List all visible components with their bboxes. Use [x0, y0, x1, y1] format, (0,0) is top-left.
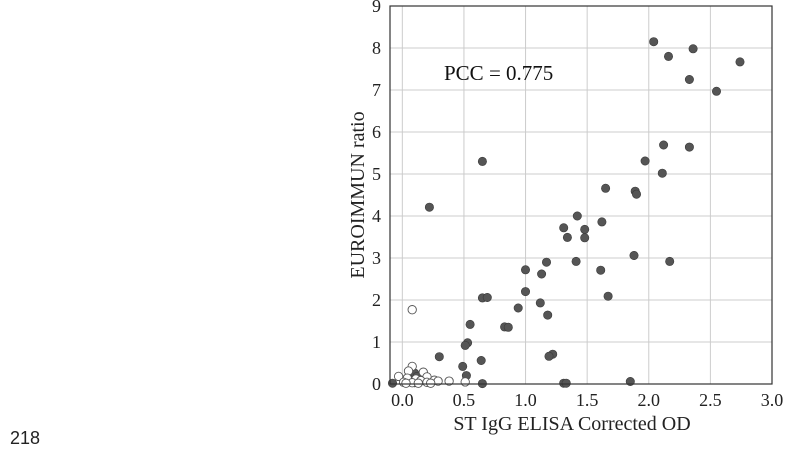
- filled-data-point: [649, 37, 659, 47]
- tick-labels: 0.0 0.5 1.0 1.5 2.0 2.5 3.0 0 1 2 3 4 5 6 7 8 9: [372, 0, 783, 410]
- filled-data-point: [601, 183, 611, 193]
- y-tick-label: 0: [372, 374, 381, 394]
- filled-data-point: [684, 142, 694, 152]
- filled-data-point: [465, 319, 475, 329]
- hollow-data-point: [426, 378, 436, 388]
- x-tick-label: 1.5: [576, 390, 599, 410]
- filled-data-point: [460, 340, 470, 350]
- y-tick-label: 2: [372, 290, 381, 310]
- filled-data-point: [596, 265, 606, 275]
- filled-data-point: [603, 291, 613, 301]
- filled-data-point: [541, 257, 551, 267]
- y-tick-label: 7: [372, 80, 381, 100]
- x-tick-label: 3.0: [761, 390, 784, 410]
- filled-data-point: [640, 156, 650, 166]
- x-tick-label: 0.5: [453, 390, 476, 410]
- hollow-data-point: [460, 377, 470, 387]
- filled-data-point: [631, 189, 641, 199]
- filled-data-point: [544, 351, 554, 361]
- filled-data-point: [597, 217, 607, 227]
- y-tick-label: 8: [372, 38, 381, 58]
- x-axis-label: ST IgG ELISA Corrected OD: [453, 413, 690, 435]
- filled-data-point: [434, 352, 444, 362]
- hollow-data-point: [413, 378, 423, 388]
- filled-data-point: [665, 256, 675, 266]
- filled-data-point: [477, 156, 487, 166]
- x-tick-label: 0.0: [391, 390, 414, 410]
- filled-data-point: [537, 269, 547, 279]
- y-tick-label: 1: [372, 332, 381, 352]
- filled-data-point: [572, 211, 582, 221]
- filled-data-point: [735, 57, 745, 67]
- filled-data-point: [562, 232, 572, 242]
- hollow-data-point: [393, 371, 404, 382]
- plot-frame: [389, 5, 773, 385]
- hollow-data-point: [407, 305, 417, 315]
- filled-data-point: [543, 310, 553, 320]
- filled-data-point: [424, 202, 434, 212]
- hollow-data-point: [401, 378, 411, 388]
- y-tick-label: 6: [372, 122, 381, 142]
- filled-data-point: [520, 287, 530, 297]
- filled-data-point: [580, 233, 590, 243]
- filled-data-point: [684, 75, 694, 85]
- filled-data-point: [711, 86, 721, 96]
- filled-data-point: [503, 322, 513, 332]
- x-tick-label: 1.0: [514, 390, 537, 410]
- pcc-annotation: PCC = 0.775: [444, 61, 553, 85]
- filled-data-point: [535, 298, 545, 308]
- x-tick-label: 2.0: [638, 390, 661, 410]
- grid: [390, 5, 773, 385]
- filled-data-point: [482, 292, 492, 302]
- filled-data-point: [513, 303, 523, 313]
- y-tick-label: 3: [372, 248, 381, 268]
- filled-data-point: [559, 223, 569, 233]
- filled-data-point: [571, 256, 581, 266]
- filled-data-point: [458, 361, 468, 371]
- filled-data-point: [580, 224, 590, 234]
- hollow-data-point: [444, 376, 454, 386]
- filled-data-point: [476, 355, 486, 365]
- y-tick-label: 5: [372, 164, 381, 184]
- filled-data-point: [657, 168, 667, 178]
- filled-data-point: [629, 251, 639, 261]
- y-tick-label: 9: [372, 0, 381, 16]
- filled-data-point: [688, 44, 698, 54]
- filled-data-point: [520, 265, 530, 275]
- filled-data-point: [663, 51, 673, 61]
- y-tick-label: 4: [372, 206, 381, 226]
- x-tick-label: 2.5: [699, 390, 722, 410]
- page-number: 218: [10, 428, 41, 448]
- y-axis-label: EUROIMMUN ratio: [347, 111, 369, 278]
- filled-data-point: [561, 378, 571, 388]
- filled-data-point: [659, 140, 669, 150]
